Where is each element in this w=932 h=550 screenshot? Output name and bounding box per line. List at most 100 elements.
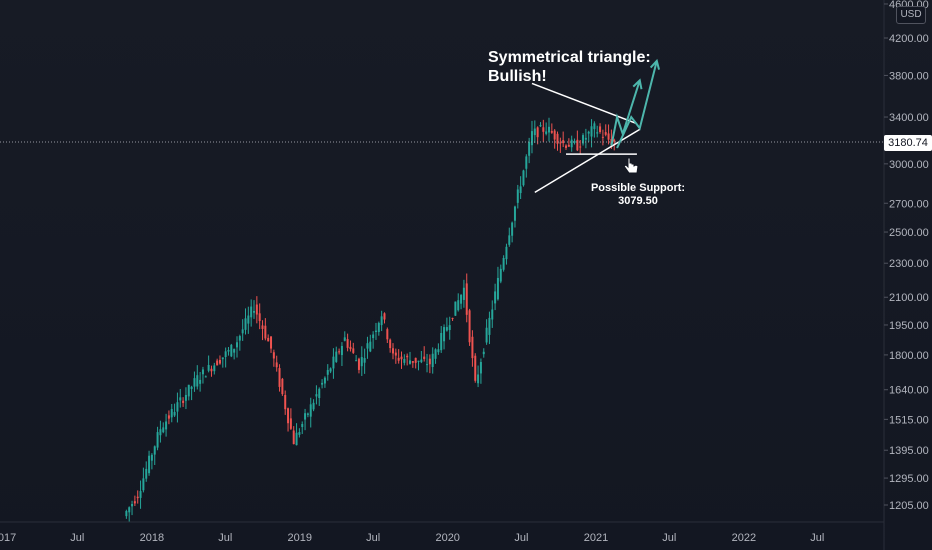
candle-body: [357, 358, 360, 370]
projection-arrowhead: [632, 78, 643, 90]
candle-body: [593, 123, 596, 130]
current-price-label: 3180.74: [884, 135, 932, 151]
candle-body: [187, 384, 190, 397]
x-tick-label: Jul: [366, 532, 380, 544]
x-tick-label: 2018: [140, 532, 164, 544]
y-tick-label: 1205.00: [889, 500, 929, 512]
x-tick-label: 2022: [732, 532, 756, 544]
candle-body: [216, 360, 219, 366]
candle-body: [165, 421, 168, 430]
candle-body: [145, 468, 148, 479]
candle-body: [414, 357, 417, 363]
candle-body: [556, 133, 559, 144]
candle-body: [227, 350, 230, 352]
candle-body: [485, 327, 488, 343]
candle-body: [576, 139, 579, 151]
annotation-support-line2: 3079.50: [618, 195, 658, 207]
candle-body: [235, 342, 238, 348]
candle-body: [335, 351, 338, 362]
candle-body: [321, 382, 324, 385]
candle-body: [406, 355, 409, 358]
candle-body: [462, 287, 465, 300]
candle-body: [275, 362, 278, 368]
candle-body: [505, 246, 508, 260]
candle-body: [179, 397, 182, 401]
candle-body: [525, 156, 528, 169]
currency-badge[interactable]: USD: [896, 6, 926, 24]
candle-body: [258, 313, 261, 322]
candle-body: [499, 268, 502, 282]
candle-body: [204, 376, 207, 378]
y-tick-label: 3800.00: [889, 70, 929, 82]
candle-body: [267, 337, 270, 342]
candle-body: [167, 415, 170, 419]
candle-body: [241, 329, 244, 334]
candle-body: [451, 317, 454, 319]
candle-body: [156, 432, 159, 448]
candle-body: [604, 132, 607, 135]
candle-body: [457, 300, 460, 311]
candle-body: [184, 394, 187, 401]
candle-body: [196, 375, 199, 387]
candle-body: [289, 418, 292, 429]
candle-body: [199, 379, 202, 384]
candle-body: [306, 413, 309, 415]
candle-body: [142, 478, 145, 491]
candle-body: [573, 140, 576, 143]
candle-body: [437, 349, 440, 353]
candle-body: [323, 377, 326, 384]
trendline: [534, 128, 641, 193]
candle-body: [221, 357, 224, 360]
candle-body: [193, 378, 196, 387]
candle-body: [360, 357, 363, 367]
candle-body: [596, 132, 599, 134]
candle-body: [431, 353, 434, 368]
candle-body: [579, 146, 582, 148]
candle-body: [547, 126, 550, 133]
candle-body: [479, 361, 482, 374]
candle-body: [389, 339, 392, 349]
y-tick-label: 1800.00: [889, 350, 929, 362]
candle-body: [417, 360, 420, 362]
candle-body: [434, 349, 437, 359]
candle-body: [607, 133, 610, 140]
hand-pointer-icon: [623, 157, 639, 174]
y-tick-label: 1395.00: [889, 445, 929, 457]
candle-body: [210, 368, 213, 372]
candle-body: [411, 361, 414, 363]
x-tick-label: Jul: [514, 532, 528, 544]
candle-body: [465, 283, 468, 315]
candle-body: [139, 491, 142, 498]
y-tick-label: 1640.00: [889, 385, 929, 397]
candle-body: [207, 364, 210, 371]
candle-body: [377, 322, 380, 333]
candle-body: [584, 137, 587, 140]
candle-body: [494, 291, 497, 304]
y-tick-label: 1515.00: [889, 414, 929, 426]
candle-body: [423, 356, 426, 359]
candle-body: [553, 130, 556, 140]
y-tick-label: 4600.00: [889, 0, 929, 11]
candle-body: [247, 315, 250, 324]
annotation-support-line1: Possible Support:: [591, 182, 685, 194]
candle-body: [250, 306, 253, 318]
candle-body: [343, 337, 346, 341]
y-tick-label: 1295.00: [889, 473, 929, 485]
projection-arrow: [610, 80, 641, 146]
candle-body: [380, 316, 383, 326]
candle-body: [539, 125, 542, 127]
candle-body: [340, 345, 343, 356]
candle-body: [270, 336, 273, 349]
candle-body: [468, 310, 471, 343]
candle-body: [312, 402, 315, 410]
candle-body: [261, 325, 264, 329]
candle-body: [281, 378, 284, 395]
y-tick-label: 3000.00: [889, 159, 929, 171]
candle-body: [508, 235, 511, 245]
candle-body: [136, 496, 139, 499]
candle-body: [502, 257, 505, 270]
x-tick-label: 2019: [288, 532, 312, 544]
candle-body: [332, 356, 335, 369]
